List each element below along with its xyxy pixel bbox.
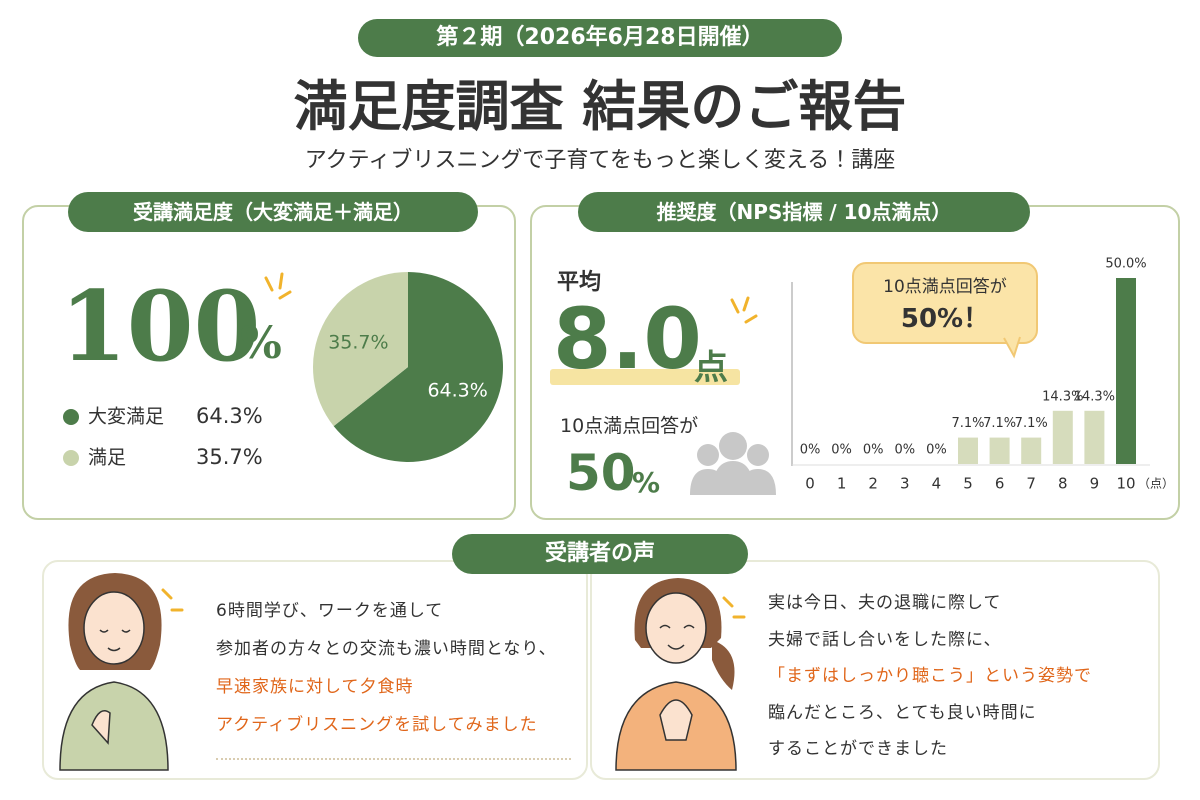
nps-panel <box>530 205 1180 520</box>
x-unit: （点） <box>1138 477 1174 491</box>
voice-line: 実は今日、夫の退職に際して <box>768 593 1002 613</box>
bar-label: 0% <box>831 443 852 458</box>
x-tick-label: 3 <box>900 475 910 493</box>
legend-dot <box>63 409 79 425</box>
x-tick-label: 5 <box>963 475 973 493</box>
bar <box>958 437 978 464</box>
full-label: 10点満点回答が <box>560 415 699 437</box>
bar-label: 0% <box>926 443 947 458</box>
voice-line: 夫婦で話し合いをした際に、 <box>768 629 1002 650</box>
voices-heading: 受講者の声 <box>452 534 748 574</box>
bubble-line1: 10点満点回答が <box>883 277 1007 297</box>
voice-line: 6時間学び、ワークを通して <box>216 601 444 621</box>
people-icon <box>690 432 776 495</box>
bar <box>1084 410 1105 464</box>
voice-line: することができました <box>768 739 948 759</box>
pie-label: 35.7% <box>328 332 388 354</box>
total-value: 100 <box>60 270 261 383</box>
legend-label: 大変満足 <box>88 406 164 428</box>
bar-label: 0% <box>863 443 884 458</box>
x-tick-label: 2 <box>868 475 878 493</box>
average-value: 8.0 <box>553 290 702 388</box>
bar-label: 7.1% <box>951 416 984 431</box>
x-tick-label: 6 <box>995 475 1005 493</box>
sparkles <box>161 272 758 619</box>
subtitle: アクティブリスニングで子育てをもっと楽しく変える！講座 <box>304 148 896 173</box>
bubble-tail <box>1003 336 1021 359</box>
bar-label: 0% <box>800 443 821 458</box>
average-unit: 点 <box>694 348 728 388</box>
x-tick-label: 1 <box>837 475 847 493</box>
bar <box>1021 437 1042 464</box>
divider <box>216 758 571 760</box>
voice-line: 早速家族に対して夕食時 <box>216 677 414 697</box>
bubble-line2: 50%！ <box>900 304 990 334</box>
bar-label: 14.3% <box>1042 389 1083 404</box>
satisfaction-heading: 受講満足度（大変満足＋満足） <box>68 192 478 232</box>
legend-value: 35.7% <box>196 445 263 469</box>
highlight-bar <box>550 369 740 385</box>
woman-illustration <box>615 578 737 771</box>
title: 満足度調査 結果のご報告 <box>293 75 907 138</box>
full-unit: % <box>632 466 661 499</box>
x-tick-label: 4 <box>932 475 942 493</box>
x-tick-label: 7 <box>1026 475 1036 493</box>
voice-line: 臨んだところ、とても良い時間に <box>768 702 1037 723</box>
pie-slice <box>333 272 503 462</box>
full-value: 50 <box>566 444 636 502</box>
bar-label: 7.1% <box>1015 416 1048 431</box>
bar-label: 0% <box>894 443 915 458</box>
x-tick-label: 9 <box>1090 475 1100 493</box>
legend-value: 64.3% <box>196 404 263 428</box>
bar-label: 50.0% <box>1105 257 1146 272</box>
legend-label: 満足 <box>88 447 126 469</box>
voice-line: 参加者の方々との交流も濃い時間となり、 <box>216 639 557 659</box>
x-tick-label: 8 <box>1058 475 1068 493</box>
x-tick-label: 10 <box>1116 475 1135 493</box>
bar <box>1052 410 1073 464</box>
bar-label: 14.3% <box>1074 389 1115 404</box>
bar-label: 7.1% <box>983 416 1016 431</box>
nps-heading: 推奨度（NPS指標 / 10点満点） <box>578 192 1030 232</box>
total-unit: % <box>240 318 282 369</box>
average-label: 平均 <box>557 270 602 295</box>
speech-bubble <box>852 262 1038 344</box>
woman-illustration <box>59 573 169 771</box>
legend-dot <box>63 450 79 466</box>
bar <box>989 437 1010 464</box>
x-tick-label: 0 <box>805 475 815 493</box>
voice-line: アクティブリスニングを試してみました <box>216 715 538 735</box>
bar <box>1116 278 1136 464</box>
pie-slice <box>313 272 408 427</box>
pie-label: 64.3% <box>427 379 487 401</box>
voice-line: 「まずはしっかり聴こう」という姿勢で <box>768 666 1092 686</box>
badge: 第２期（2026年6月28日開催） <box>358 19 842 57</box>
